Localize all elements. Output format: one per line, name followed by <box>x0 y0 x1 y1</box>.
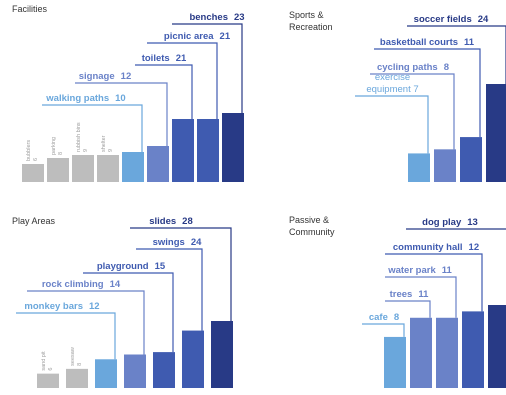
data-label: 8 <box>77 363 83 366</box>
bar <box>410 317 432 388</box>
callout-line <box>135 64 193 119</box>
bar <box>384 336 406 388</box>
callout-line <box>75 82 168 146</box>
chart-title: Sports & Recreation <box>289 10 333 32</box>
callout-line <box>355 95 429 154</box>
bar <box>153 352 175 388</box>
callout-line <box>362 323 405 337</box>
bar-label: slides 28 <box>149 216 193 227</box>
callout-line <box>385 276 457 318</box>
callout-line <box>27 290 145 355</box>
bar <box>72 155 94 182</box>
tick-label: parking <box>51 137 57 155</box>
bar <box>488 305 506 388</box>
bar-label: exercise equipment 7 <box>366 72 418 95</box>
bar <box>147 146 169 182</box>
callout-line <box>172 23 243 113</box>
callout-line <box>16 312 116 360</box>
bar-label: playground 15 <box>97 261 166 272</box>
bar <box>197 119 219 182</box>
bar-label: cycling paths 8 <box>377 62 449 73</box>
callout-line <box>374 48 481 138</box>
data-label: 6 <box>33 158 39 161</box>
bar <box>22 164 44 182</box>
bar-label: swings 24 <box>153 237 202 248</box>
callout-line <box>385 253 483 312</box>
bar <box>408 153 430 182</box>
bar-label: monkey bars 12 <box>24 301 99 312</box>
chart-panel: Passive & Community cafe 8 trees 11 water park… <box>289 215 506 388</box>
bar-label: basketball courts 11 <box>380 37 475 48</box>
chart-title: Facilities <box>12 4 48 14</box>
bar <box>37 373 59 388</box>
bar-label: soccer fields 24 <box>414 14 489 25</box>
callout-line <box>385 300 431 318</box>
tick-label: rubbish bins <box>76 122 82 152</box>
tick-label: bubblers <box>26 140 32 161</box>
bar <box>436 317 458 388</box>
data-label: 6 <box>48 368 54 371</box>
bar <box>460 137 482 182</box>
bar <box>486 84 506 182</box>
bar <box>462 311 484 388</box>
bar <box>122 152 144 182</box>
callout-line <box>147 42 218 119</box>
callout-line <box>136 248 203 331</box>
bar-label: toilets 21 <box>142 53 187 64</box>
bar-label: picnic area 21 <box>164 31 231 42</box>
data-label: 9 <box>108 149 114 152</box>
bar <box>97 155 119 182</box>
bar <box>211 321 233 388</box>
tick-label: sand pit <box>41 351 47 371</box>
chart-title: Play Areas <box>12 216 56 226</box>
bar-label: walking paths 10 <box>45 93 125 104</box>
callout-line <box>407 25 506 84</box>
bar <box>66 368 88 388</box>
bar <box>47 158 69 182</box>
bar-label: trees 11 <box>390 289 429 300</box>
callout-line <box>42 104 143 152</box>
data-label: 8 <box>58 152 64 155</box>
bar-label: dog play 13 <box>422 217 478 228</box>
bar <box>434 149 456 182</box>
callout-line <box>370 73 455 150</box>
bar <box>222 113 244 182</box>
chart-panel: Sports & Recreation exercise equipment 7cyc… <box>289 10 506 182</box>
bar-label: rock climbing 14 <box>42 279 121 290</box>
chart-panel: Play Areas sand pit 6 seesaw 8 monkey bars 12 r… <box>12 216 233 388</box>
bar <box>172 119 194 182</box>
bar <box>182 330 204 388</box>
tick-label: shelter <box>101 135 107 152</box>
tick-label: seesaw <box>70 347 76 366</box>
data-label: 9 <box>83 149 89 152</box>
bar-label: cafe 8 <box>369 312 399 323</box>
bar <box>124 354 146 388</box>
bar-label: community hall 12 <box>393 242 479 253</box>
chart-title: Passive & Community <box>289 215 335 237</box>
bar-label: water park 11 <box>387 265 452 276</box>
callout-line <box>406 228 506 230</box>
callout-line <box>83 272 174 353</box>
bar <box>95 359 117 388</box>
bar-label: benches 23 <box>189 12 244 23</box>
callout-line <box>130 227 232 321</box>
bar-label: signage 12 <box>79 71 131 82</box>
